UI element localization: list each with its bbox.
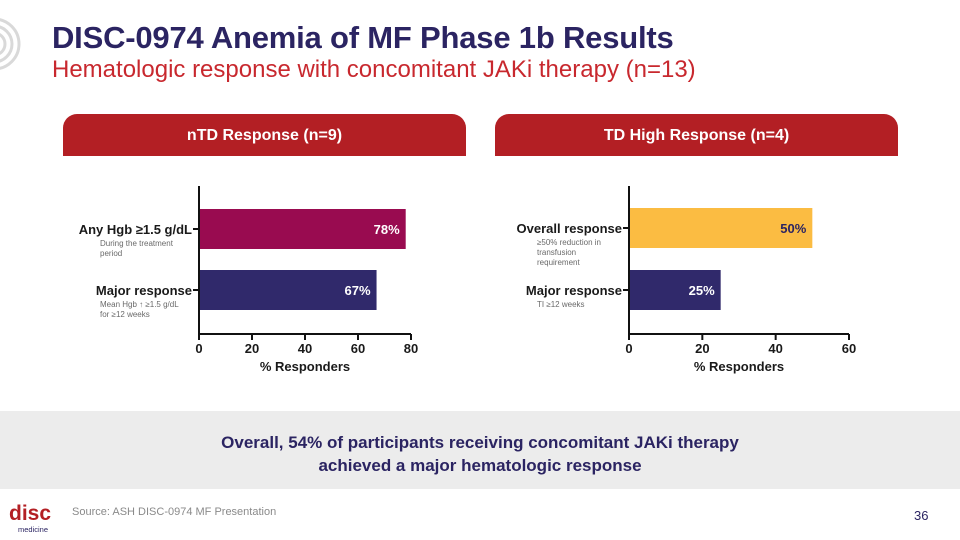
ntd-category-label-1: Any Hgb ≥1.5 g/dL <box>79 222 192 237</box>
response-charts: 78% Any Hgb ≥1.5 g/dL During the treatment… <box>79 186 856 374</box>
ntd-data-label-2: 67% <box>345 283 371 298</box>
summary-line-1: Overall, 54% of participants receiving c… <box>221 433 739 452</box>
ntd-category-note-2-line-1: Mean Hgb ↑ ≥1.5 g/dL <box>100 300 179 309</box>
td-category-note-1-line-3: requirement <box>537 258 580 267</box>
td-category-note-1-line-1: ≥50% reduction in <box>537 238 601 247</box>
td-x-tick-label-2: 20 <box>695 341 709 356</box>
ntd-category-note-1-line-1: During the treatment <box>100 239 174 248</box>
td-category-note-2-line-1: TI ≥12 weeks <box>537 300 585 309</box>
logo-wordmark: disc <box>9 502 51 525</box>
td-category-note-1-line-2: transfusion <box>537 248 576 257</box>
page-number: 36 <box>914 508 929 523</box>
ntd-x-tick-label-3: 40 <box>298 341 312 356</box>
page-subtitle: Hematologic response with concomitant JA… <box>52 56 696 83</box>
td-category-label-1: Overall response <box>517 221 623 236</box>
ntd-x-axis-title: % Responders <box>260 359 350 374</box>
page-title: DISC-0974 Anemia of MF Phase 1b Results <box>52 20 674 55</box>
ntd-data-label-1: 78% <box>374 222 400 237</box>
summary-line-2: achieved a major hematologic response <box>318 456 642 475</box>
ntd-category-label-2: Major response <box>96 283 192 298</box>
ntd-x-tick-label-4: 60 <box>351 341 365 356</box>
disc-medicine-logo: disc medicine <box>9 502 51 534</box>
td-x-tick-label-3: 40 <box>768 341 782 356</box>
ntd-x-tick-label-1: 0 <box>195 341 202 356</box>
td-data-label-2: 25% <box>689 283 715 298</box>
ntd-x-tick-label-2: 20 <box>245 341 259 356</box>
ntd-bar-1 <box>199 209 406 249</box>
panel-header-td-high: TD High Response (n=4) <box>495 114 898 156</box>
summary-band <box>0 411 960 489</box>
td-bar-2 <box>629 270 721 310</box>
ntd-x-tick-label-5: 80 <box>404 341 418 356</box>
td-data-label-1: 50% <box>780 221 806 236</box>
td-x-axis-title: % Responders <box>694 359 784 374</box>
logo-tagline: medicine <box>18 525 48 534</box>
ntd-category-note-1-line-2: period <box>100 249 122 258</box>
td-x-tick-label-4: 60 <box>842 341 856 356</box>
decorative-ring-graphic <box>0 18 21 70</box>
td-bar-1 <box>629 208 813 248</box>
summary-statement: Overall, 54% of participants receiving c… <box>0 431 960 477</box>
ntd-bar-2 <box>199 270 377 310</box>
panel-header-ntd: nTD Response (n=9) <box>63 114 466 156</box>
td-x-tick-label-1: 0 <box>625 341 632 356</box>
td-category-label-2: Major response <box>526 283 622 298</box>
ntd-category-note-2-line-2: for ≥12 weeks <box>100 310 150 319</box>
source-note: Source: ASH DISC-0974 MF Presentation <box>72 506 277 518</box>
